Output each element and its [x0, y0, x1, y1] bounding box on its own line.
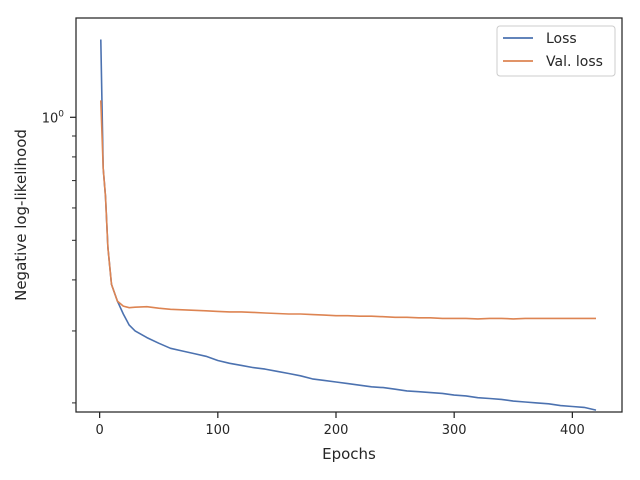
- legend-label-val-loss: Val. loss: [546, 54, 603, 70]
- y-tick-label-exponent: 0: [58, 109, 64, 119]
- x-tick-label: 200: [324, 423, 349, 438]
- series-layer: [100, 39, 597, 411]
- y-axis-ticks: 100: [42, 109, 76, 404]
- legend: Loss Val. loss: [496, 25, 616, 77]
- legend-label-loss: Loss: [546, 31, 577, 47]
- x-tick-label: 400: [560, 423, 585, 438]
- x-tick-label: 100: [205, 423, 230, 438]
- y-tick-label: 100: [42, 109, 65, 126]
- series-line-loss: [100, 39, 597, 411]
- series-line-val-loss: [100, 100, 596, 320]
- x-tick-label: 300: [442, 423, 467, 438]
- x-axis-label: Epochs: [322, 445, 376, 463]
- plot-area: [75, 17, 623, 413]
- x-axis-ticks: 0 100 200 300 400: [95, 412, 585, 438]
- y-axis-label: Negative log-likelihood: [12, 129, 30, 301]
- x-tick-label: 0: [95, 423, 103, 438]
